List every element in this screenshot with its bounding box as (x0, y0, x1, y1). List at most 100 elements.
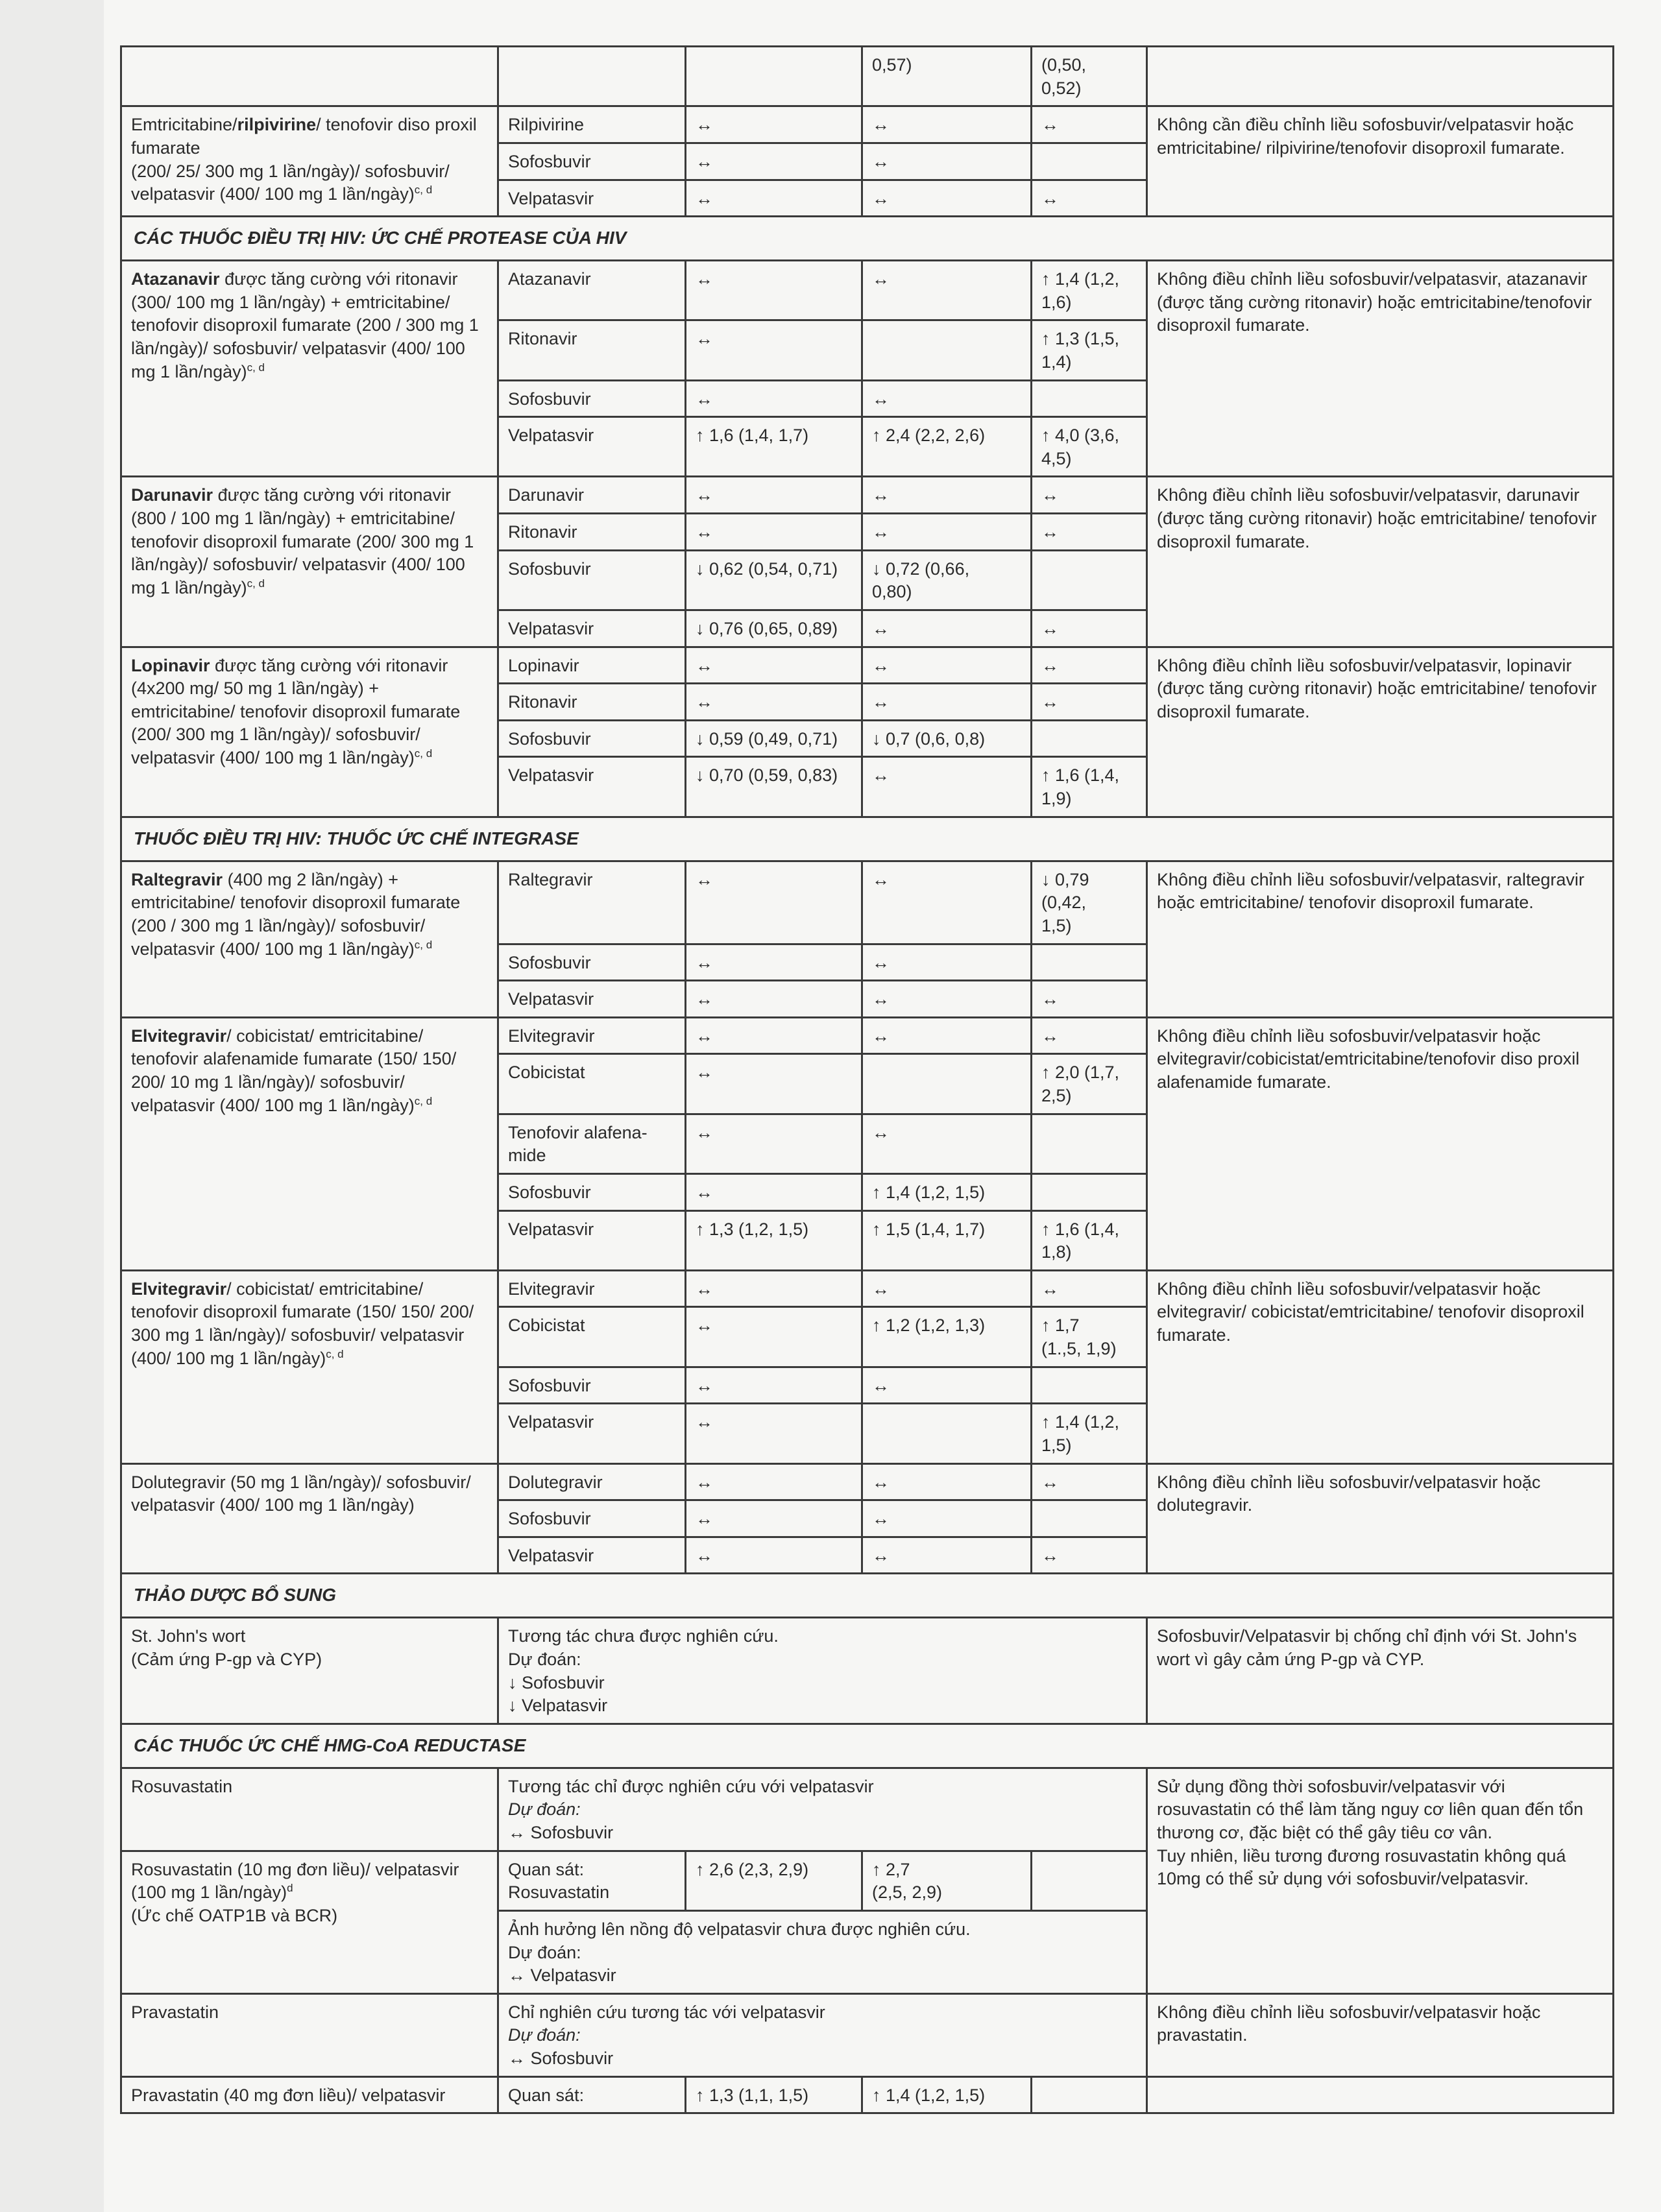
drug-cell: Elvitegravir (497, 1016, 686, 1055)
value-cell (1030, 2075, 1148, 2115)
value-cell: ↓ 0,70 (0,59, 0,83) (685, 756, 863, 818)
recommendation-cell: Không điều chỉnh liều sofosbuvir/velpata… (1146, 645, 1614, 818)
regimen-text: / cobicistat/ emtricitabine/ tenofovir a… (131, 1026, 457, 1115)
table-row: Velpatasvir ↔ ↔ ↔ (121, 980, 1614, 1018)
recommendation-cell: Không điều chỉnh liều sofosbuvir/velpata… (1146, 1462, 1614, 1575)
drug-cell: Velpatasvir (497, 1535, 686, 1575)
value-cell: ↔ (861, 860, 1032, 945)
interaction-text-cell: Ảnh hưởng lên nồng độ velpatasvir chưa đ… (497, 1909, 1148, 1995)
table-row: Sofosbuvir ↔ ↔ (121, 943, 1614, 982)
footnote-ref: d (287, 1882, 293, 1895)
value-cell: ↑ 2,6 (2,3, 2,9) (685, 1849, 863, 1912)
value-cell: ↔ (685, 1365, 863, 1405)
drug-cell: Sofosbuvir (497, 379, 686, 418)
recommendation-cell: Không điều chỉnh liều sofosbuvir/velpata… (1146, 860, 1614, 1018)
value-cell: ↔ (685, 682, 863, 721)
value-cell: ↔ (685, 379, 863, 418)
value-cell (1030, 141, 1148, 181)
value-cell: ↔ (685, 1499, 863, 1538)
drug-cell: Darunavir (497, 475, 686, 515)
value-cell: ↔ (685, 645, 863, 685)
value-cell (1030, 1499, 1148, 1538)
value-cell: ↔ (1030, 980, 1148, 1018)
value-cell: ↔ (685, 1053, 863, 1115)
drug-cell: Velpatasvir (497, 416, 686, 478)
value-cell: ↔ (861, 475, 1032, 515)
table-row: Sofosbuvir ↓ 0,62 (0,54, 0,71) ↓ 0,72 (0,6… (121, 549, 1614, 611)
value-cell: ↔ (861, 379, 1032, 418)
table-row: Cobicistat ↔ ↑ 2,0 (1,7, 2,5) (121, 1053, 1614, 1115)
table-row: Sofosbuvir ↔ ↔ (121, 379, 1614, 418)
value-cell (1030, 719, 1148, 758)
regimen-cell: Elvitegravir/ cobicistat/ emtricitabine/… (120, 1269, 499, 1465)
value-cell (1030, 549, 1148, 611)
table-row: Sofosbuvir ↓ 0,59 (0,49, 0,71) ↓ 0,7 (0,6,… (121, 719, 1614, 758)
table-row: Ritonavir ↔ ↑ 1,3 (1,5, 1,4) (121, 319, 1614, 381)
section-header: THUỐC ĐIỀU TRỊ HIV: THUỐC ỨC CHẾ INTEGRA… (120, 815, 1614, 862)
drug-cell: Ritonavir (497, 319, 686, 381)
value-cell: ↑ 1,3 (1,2, 1,5) (685, 1209, 863, 1271)
regimen-text-pre: Dolutegravir (50 mg 1 lần/ngày)/ sofosbu… (131, 1472, 471, 1515)
value-cell: ↔ (685, 860, 863, 945)
table-row: Elvitegravir/ cobicistat/ emtricitabine/… (120, 1269, 1614, 1465)
table-row: THẢO DƯỢC BỔ SUNG (120, 1572, 1614, 1619)
value-cell: ↔ (861, 980, 1032, 1018)
value-cell: ↔ (685, 141, 863, 181)
drug-cell: Sofosbuvir (497, 141, 686, 181)
regimen-text-pre: Emtricitabine/ (131, 115, 237, 135)
value-cell: ↓ 0,72 (0,66, 0,80) (861, 549, 1032, 611)
table-row: St. John's wort (Cảm ứng P-gp và CYP) Tươ… (120, 1617, 1614, 1725)
value-cell: ↔ (861, 178, 1032, 218)
table-row: Ritonavir ↔ ↔ ↔ (121, 682, 1614, 721)
table-row: Rosuvastatin Tương tác chỉ được nghiên cứ… (120, 1766, 1614, 1995)
recommendation-cell: Không điều chỉnh liều sofosbuvir/velpata… (1146, 1269, 1614, 1465)
regimen-drug-name: Raltegravir (131, 869, 223, 889)
table-row: Sofosbuvir ↔ ↔ (121, 141, 1614, 181)
value-cell: ↔ (861, 756, 1032, 818)
value-cell: ↑ 1,7 (1.,5, 1,9) (1030, 1306, 1148, 1368)
regimen-drug-name: Elvitegravir (131, 1279, 227, 1299)
prediction-effect: ↔ Sofosbuvir (508, 1823, 614, 1843)
table-row: Sofosbuvir ↔ ↔ (121, 1499, 1614, 1538)
table-row: Atazanavir được tăng cường với ritonavir… (120, 259, 1614, 478)
regimen-text: được tăng cường với ritonavir (4x200 mg/… (131, 655, 461, 768)
regimen-cell: Rosuvastatin (10 mg đơn liều)/ velpatasv… (120, 1849, 499, 1995)
table-row: Rosuvastatin (10 mg đơn liều)/ velpatasv… (120, 1849, 1614, 1995)
value-cell: ↔ (685, 1402, 863, 1465)
value-cell: ↔ (1030, 512, 1148, 551)
drug-cell: Sofosbuvir (497, 1172, 686, 1212)
table-row: Velpatasvir ↑ 1,3 (1,2, 1,5) ↑ 1,5 (1,4, 1… (121, 1209, 1614, 1271)
table-row: Darunavir được tăng cường với ritonavir … (120, 475, 1614, 648)
value-cell (685, 45, 863, 108)
value-cell: ↑ 1,2 (1,2, 1,3) (861, 1306, 1032, 1368)
table-body: 0,57) (0,50, 0,52) Emtricitabine/rilpiviri… (120, 45, 1614, 2115)
recommendation-cell: Sofosbuvir/Velpatasvir bị chống chỉ định… (1146, 1617, 1614, 1725)
drug-cell: Ritonavir (497, 682, 686, 721)
recommendation-cell: Không điều chỉnh liều sofosbuvir/velpata… (1146, 475, 1614, 648)
regimen-cell: Darunavir được tăng cường với ritonavir … (120, 475, 499, 648)
prediction-effect: ↔ Velpatasvir (508, 1966, 616, 1986)
drug-cell: Velpatasvir (497, 1209, 686, 1271)
value-cell: ↑ 1,6 (1,4, 1,7) (685, 416, 863, 478)
prediction-label: Dự đoán: (508, 1649, 581, 1669)
value-cell: ↔ (861, 1462, 1032, 1502)
drug-cell: Sofosbuvir (497, 549, 686, 611)
value-cell: ↑ 1,3 (1,5, 1,4) (1030, 319, 1148, 381)
value-cell: ↔ (685, 1269, 863, 1308)
drug-cell: Velpatasvir (497, 1402, 686, 1465)
value-cell: ↓ 0,59 (0,49, 0,71) (685, 719, 863, 758)
value-cell: ↔ (861, 682, 1032, 721)
footnote-ref: c, d (247, 577, 265, 590)
value-cell: ↔ (685, 475, 863, 515)
table-row: Ảnh hưởng lên nồng độ velpatasvir chưa đ… (121, 1909, 1614, 1995)
regimen-drug-name: rilpivirine (237, 115, 317, 135)
value-cell (1030, 1365, 1148, 1405)
prediction-label: Dự đoán: (508, 1942, 581, 1962)
value-cell (861, 319, 1032, 381)
footnote-ref: c, d (414, 747, 433, 760)
table-row: Sofosbuvir ↔ ↔ (121, 1365, 1614, 1405)
table-row: Emtricitabine/rilpivirine/ tenofovir dis… (120, 105, 1614, 218)
table-row: Sofosbuvir ↔ ↑ 1,4 (1,2, 1,5) (121, 1172, 1614, 1212)
table-row: Elvitegravir / cobicistat/ emtricitabine/… (120, 1016, 1614, 1271)
regimen-cell: Dolutegravir (50 mg 1 lần/ngày)/ sofosbu… (120, 1462, 499, 1575)
